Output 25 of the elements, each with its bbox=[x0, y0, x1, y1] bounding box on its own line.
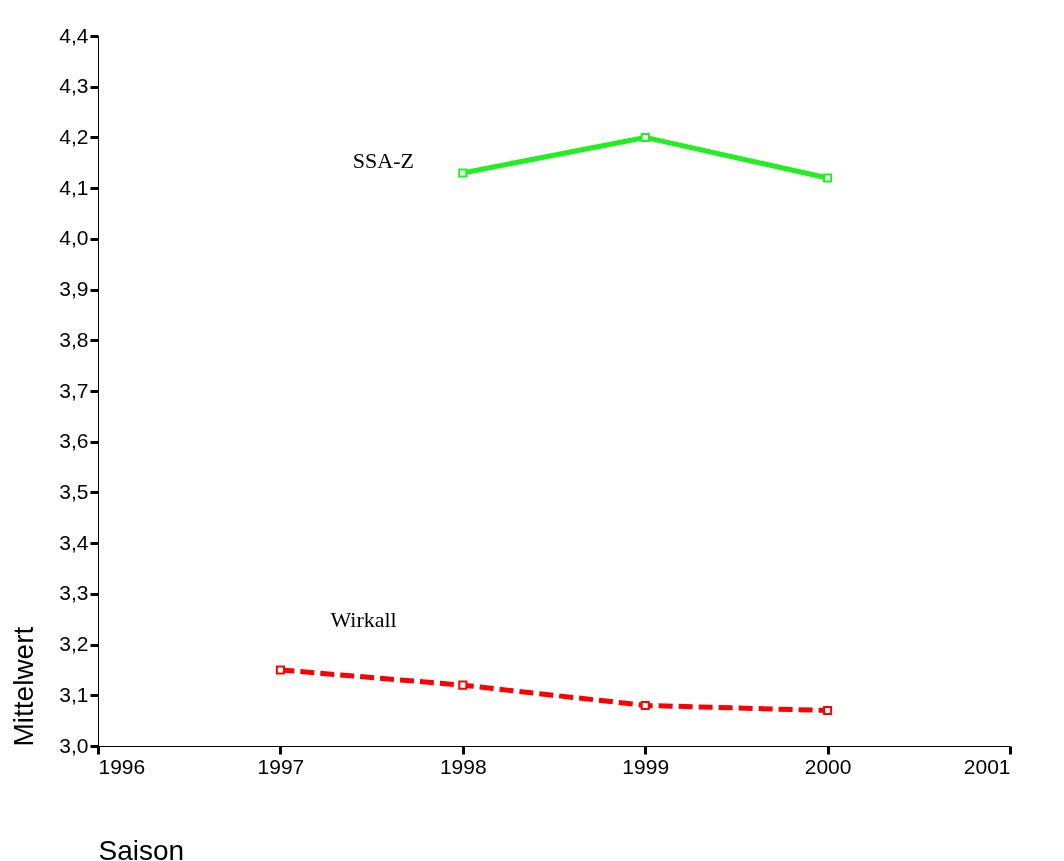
y-tick-label: 4,3 bbox=[59, 74, 89, 98]
y-tick-label: 3,6 bbox=[59, 429, 89, 453]
y-tick-label: 4,1 bbox=[59, 175, 89, 199]
y-tick-label: 3,8 bbox=[59, 327, 89, 351]
y-tick-label: 3,1 bbox=[59, 682, 89, 706]
y-tick-label: 3,4 bbox=[59, 530, 89, 554]
y-tick-label: 3,3 bbox=[59, 581, 89, 605]
series-label: Wirkall bbox=[330, 606, 397, 632]
y-tick-label: 4,2 bbox=[59, 124, 89, 148]
x-tick-label: 2000 bbox=[804, 754, 852, 778]
x-axis-title: Saison bbox=[98, 834, 185, 861]
x-tick-label: 1998 bbox=[439, 754, 487, 778]
y-tick-label: 3,5 bbox=[59, 479, 89, 503]
y-tick-label: 4,4 bbox=[59, 23, 89, 47]
x-tick-label: 1997 bbox=[257, 754, 305, 778]
x-tick-label: 1996 bbox=[98, 754, 146, 778]
y-tick-label: 3,7 bbox=[59, 378, 89, 402]
y-tick-label: 4,0 bbox=[59, 226, 89, 250]
y-tick-label: 3,2 bbox=[59, 632, 89, 656]
x-tick-label: 1999 bbox=[622, 754, 670, 778]
y-tick-label: 3,9 bbox=[59, 277, 89, 301]
x-tick-label: 2001 bbox=[963, 754, 1011, 778]
y-axis-title: Mittelwert bbox=[8, 626, 40, 747]
y-tick-label: 3,0 bbox=[59, 733, 89, 757]
text: SSA-Z bbox=[352, 147, 414, 173]
